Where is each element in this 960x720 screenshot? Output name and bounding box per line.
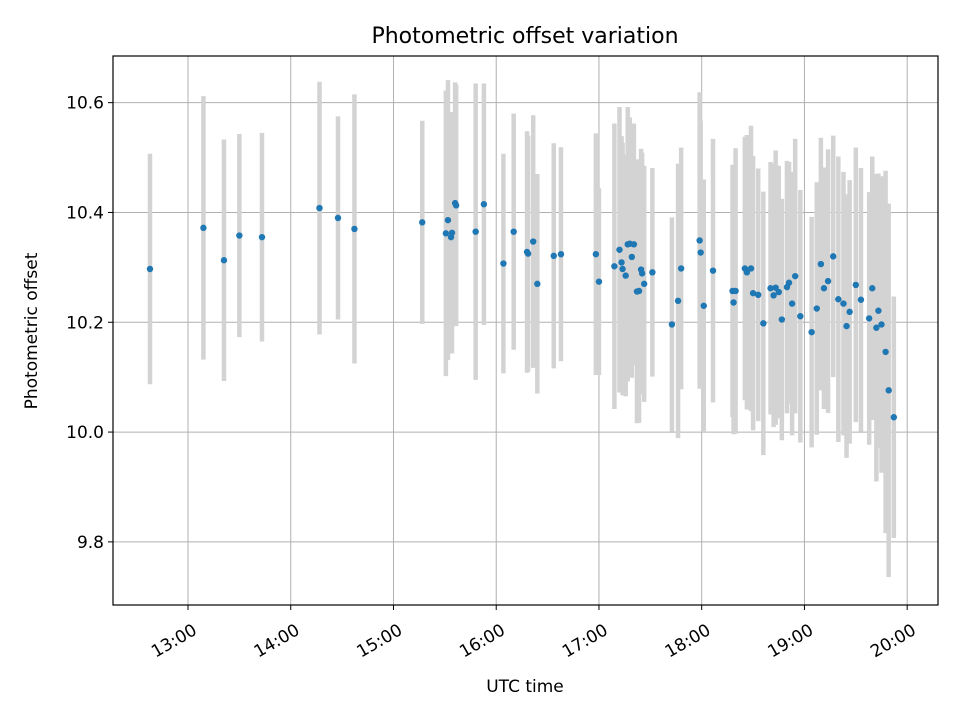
data-point <box>448 229 456 236</box>
data-point <box>778 316 786 323</box>
data-point <box>452 202 460 209</box>
data-point <box>419 219 426 226</box>
data-point <box>316 204 323 212</box>
data-point <box>760 320 767 327</box>
data-point <box>843 322 850 330</box>
data-point <box>830 253 837 260</box>
data-point <box>873 324 880 331</box>
data-point <box>444 216 452 224</box>
y-tick-label: 9.8 <box>77 533 104 553</box>
data-point <box>869 285 876 292</box>
y-axis-label: Photometric offset <box>22 252 42 409</box>
data-point <box>472 228 479 235</box>
data-point <box>852 281 860 289</box>
data-point <box>709 267 717 274</box>
y-tick-label: 10.6 <box>66 94 104 114</box>
y-tick-label: 10.2 <box>66 313 104 333</box>
data-point <box>480 201 488 208</box>
data-point <box>534 280 541 288</box>
data-point <box>640 280 648 288</box>
data-point <box>749 289 757 297</box>
data-point <box>557 250 565 258</box>
y-tick-label: 10.0 <box>66 423 104 443</box>
chart-title: Photometric offset variation <box>371 24 678 49</box>
data-point <box>788 300 796 307</box>
data-point <box>630 241 638 248</box>
data-point <box>146 265 154 273</box>
data-point <box>857 296 865 303</box>
data-points <box>146 199 898 421</box>
data-point <box>524 250 532 257</box>
data-point <box>878 321 885 328</box>
data-point <box>791 272 799 280</box>
data-point <box>622 272 629 279</box>
y-axis: 9.8 10.0 10.2 10.4 10.6 <box>66 94 113 553</box>
data-point <box>674 297 682 305</box>
data-point <box>510 228 517 235</box>
data-point <box>730 299 737 306</box>
data-point <box>616 246 623 253</box>
data-point <box>258 233 266 241</box>
data-point <box>767 285 774 292</box>
data-point <box>677 265 685 272</box>
data-point <box>840 300 847 307</box>
data-point <box>592 250 600 258</box>
data-point <box>747 265 755 272</box>
data-point <box>820 285 828 292</box>
data-point <box>618 259 625 266</box>
data-point <box>638 270 646 277</box>
data-point <box>611 263 618 270</box>
data-point <box>770 292 777 299</box>
data-point <box>813 305 820 312</box>
data-point <box>846 308 853 316</box>
data-point <box>882 348 889 356</box>
data-point <box>668 321 676 328</box>
data-point <box>500 260 507 267</box>
data-point <box>775 288 782 296</box>
data-point <box>220 257 228 264</box>
x-axis-label: UTC time <box>486 677 564 697</box>
data-point <box>351 225 358 233</box>
data-point <box>236 232 243 239</box>
data-point <box>865 315 873 322</box>
data-point <box>743 269 751 276</box>
data-point <box>890 414 898 421</box>
data-point <box>824 277 832 285</box>
data-point <box>817 260 825 268</box>
data-point <box>649 269 656 276</box>
data-point <box>875 307 882 314</box>
data-point <box>635 287 643 295</box>
data-point <box>835 296 842 303</box>
data-point <box>697 249 704 256</box>
data-point <box>808 328 815 336</box>
data-point <box>550 252 557 260</box>
data-point <box>755 291 762 299</box>
data-point <box>785 279 793 286</box>
data-point <box>442 230 450 237</box>
data-point <box>628 253 636 261</box>
data-point <box>696 237 703 244</box>
plot-frame <box>112 55 939 606</box>
data-point <box>200 224 207 232</box>
data-point <box>700 302 707 309</box>
data-point <box>334 214 342 222</box>
y-tick-label: 10.4 <box>66 203 104 223</box>
data-point <box>619 265 626 273</box>
data-point <box>885 387 892 394</box>
data-point <box>797 313 804 320</box>
data-point <box>732 287 739 295</box>
data-point <box>530 238 537 245</box>
data-point <box>595 278 603 285</box>
